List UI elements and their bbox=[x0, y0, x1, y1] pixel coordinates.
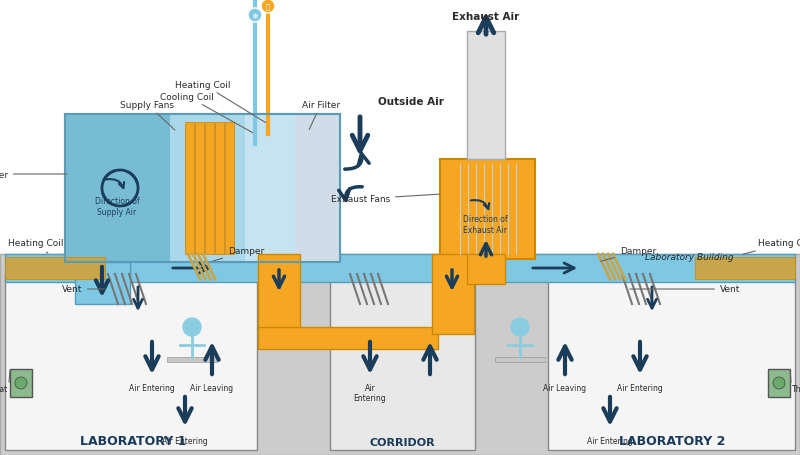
Bar bbox=[75, 263, 130, 283]
Text: Cooling Coil: Cooling Coil bbox=[160, 92, 253, 133]
Bar bbox=[65, 115, 340, 263]
Bar bbox=[330, 274, 475, 450]
Text: Air Leaving: Air Leaving bbox=[190, 383, 234, 392]
Bar bbox=[65, 115, 170, 263]
Bar bbox=[0, 254, 800, 455]
Bar bbox=[65, 115, 340, 263]
Bar bbox=[225, 123, 234, 254]
Circle shape bbox=[248, 9, 262, 23]
Bar bbox=[205, 123, 214, 254]
Text: Air Entering: Air Entering bbox=[162, 436, 208, 445]
Text: Air Entering: Air Entering bbox=[617, 383, 663, 392]
Text: Damper: Damper bbox=[601, 247, 656, 262]
Text: 🔥: 🔥 bbox=[266, 4, 270, 10]
Text: Thermostat: Thermostat bbox=[792, 384, 800, 394]
Text: Air Filter: Air Filter bbox=[302, 100, 340, 130]
Bar bbox=[495, 357, 545, 362]
Text: Heating Coil: Heating Coil bbox=[175, 81, 266, 123]
Text: Vent: Vent bbox=[62, 285, 104, 294]
Bar bbox=[432, 254, 474, 334]
Bar bbox=[10, 369, 32, 397]
Bar bbox=[467, 32, 505, 160]
Text: Exhaust Fans: Exhaust Fans bbox=[330, 195, 439, 204]
Bar bbox=[768, 369, 790, 397]
Text: Air Handler: Air Handler bbox=[0, 170, 67, 179]
Text: Supply Fans: Supply Fans bbox=[120, 100, 175, 131]
Bar bbox=[440, 160, 535, 259]
Bar bbox=[5, 254, 795, 283]
Text: Damper: Damper bbox=[213, 247, 264, 262]
Bar bbox=[467, 254, 505, 284]
Text: Heating Coil: Heating Coil bbox=[742, 239, 800, 255]
Circle shape bbox=[773, 377, 785, 389]
Bar bbox=[295, 115, 340, 263]
Bar bbox=[258, 254, 300, 334]
Text: Laboratory Building: Laboratory Building bbox=[645, 253, 734, 262]
Text: LABORATORY 1: LABORATORY 1 bbox=[80, 434, 186, 447]
Bar bbox=[185, 123, 194, 254]
Bar bbox=[5, 258, 105, 279]
Bar bbox=[215, 123, 224, 254]
Text: LABORATORY 2: LABORATORY 2 bbox=[619, 434, 725, 447]
Bar bbox=[75, 263, 130, 304]
Circle shape bbox=[15, 377, 27, 389]
Text: Exhaust Air: Exhaust Air bbox=[452, 12, 520, 22]
Bar bbox=[245, 115, 340, 263]
Bar bbox=[5, 274, 257, 450]
Bar bbox=[195, 123, 204, 254]
Bar bbox=[170, 115, 245, 263]
Bar bbox=[695, 258, 795, 279]
Text: Heating Coil: Heating Coil bbox=[8, 239, 63, 253]
Text: Air Leaving: Air Leaving bbox=[543, 383, 586, 392]
Text: Direction of
Exhaust Air: Direction of Exhaust Air bbox=[462, 215, 507, 234]
Bar bbox=[258, 327, 438, 349]
Text: Air
Entering: Air Entering bbox=[354, 383, 386, 403]
Text: Outside Air: Outside Air bbox=[378, 97, 444, 107]
Circle shape bbox=[183, 318, 201, 336]
Text: CORRIDOR: CORRIDOR bbox=[369, 437, 435, 447]
Text: Thermostat: Thermostat bbox=[0, 384, 8, 394]
Text: Air Entering: Air Entering bbox=[129, 383, 175, 392]
Circle shape bbox=[261, 0, 275, 14]
Bar bbox=[167, 357, 217, 362]
Text: Direction of
Supply Air: Direction of Supply Air bbox=[94, 197, 139, 216]
Circle shape bbox=[511, 318, 529, 336]
Text: ❄: ❄ bbox=[251, 11, 258, 20]
Bar bbox=[548, 274, 795, 450]
Text: Vent: Vent bbox=[630, 285, 740, 294]
Text: Air Entering: Air Entering bbox=[587, 436, 633, 445]
